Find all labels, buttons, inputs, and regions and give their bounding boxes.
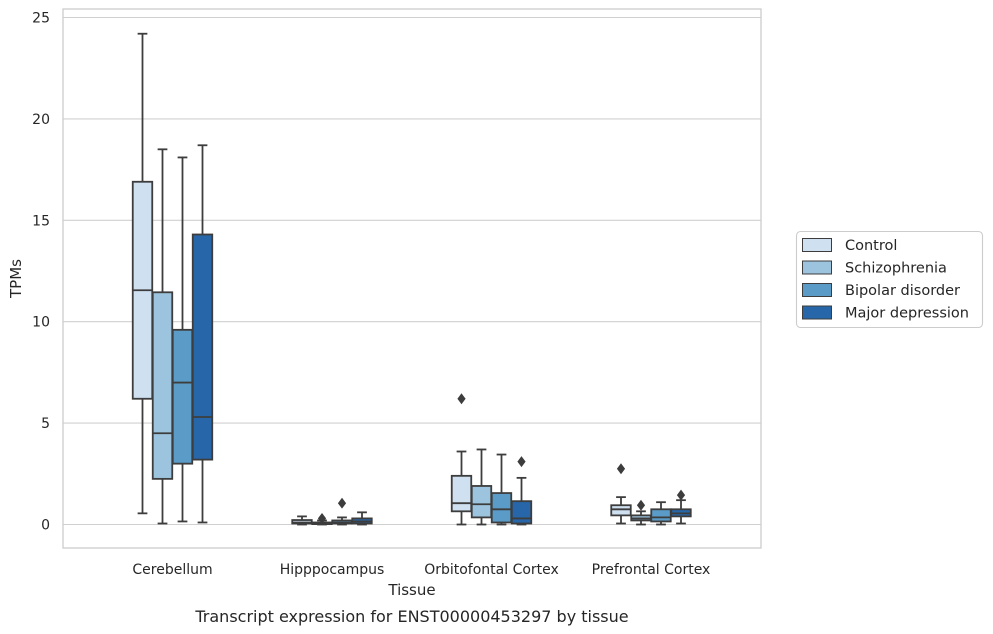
- box-bipolar-disorder: [490, 453, 513, 526]
- y-tick-labels: 0 5 10 15 20 25: [32, 11, 50, 534]
- box-major-depression: [670, 489, 692, 525]
- box-control: [610, 463, 632, 525]
- y-axis-title: TPMs: [7, 259, 25, 299]
- box-iqr: [151, 291, 174, 480]
- legend-label: Schizophrenia: [845, 261, 947, 277]
- y-tick-label: 20: [32, 112, 50, 128]
- box-major-depression: [351, 511, 373, 526]
- box-iqr: [510, 500, 533, 525]
- legend-swatch: [802, 305, 832, 320]
- outlier-point: [317, 512, 327, 524]
- outlier-point: [457, 393, 466, 405]
- box-control: [291, 515, 313, 526]
- legend-swatch: [802, 260, 832, 275]
- outlier-point: [676, 489, 686, 501]
- x-tick-label: Orbitofontal Cortex: [424, 562, 559, 578]
- plot-frame: [62, 8, 762, 549]
- x-tick-label: Hipppocampus: [280, 562, 385, 578]
- legend-swatch: [802, 238, 832, 252]
- box-control: [450, 393, 473, 526]
- box-iqr: [650, 508, 672, 523]
- box-iqr: [610, 504, 632, 517]
- box-iqr: [191, 233, 214, 461]
- box-iqr: [171, 328, 194, 465]
- legend-label: Major depression: [845, 306, 969, 322]
- legend-label: Control: [845, 238, 897, 254]
- y-tick-label: 25: [32, 11, 50, 27]
- x-axis-title: Tissue: [387, 581, 435, 599]
- legend: Control Schizophrenia Bipolar disorder Majo…: [795, 230, 984, 329]
- boxes-layer: [131, 32, 692, 526]
- box-major-depression: [191, 144, 214, 524]
- box-schizophrenia: [151, 148, 174, 525]
- box-bipolar-disorder: [171, 156, 194, 523]
- legend-frame: [795, 230, 984, 329]
- box-control: [131, 32, 154, 515]
- outlier-point: [636, 499, 646, 511]
- x-tick-labels: Cerebellum Hipppocampus Orbitofontal Corte…: [132, 562, 710, 578]
- y-tick-label: 5: [41, 416, 50, 432]
- outlier-point: [616, 463, 626, 475]
- box-bipolar-disorder: [650, 501, 672, 526]
- legend-swatch: [802, 283, 832, 297]
- box-iqr: [450, 474, 473, 513]
- box-major-depression: [510, 456, 533, 526]
- x-tick-label: Prefrontal Cortex: [592, 562, 711, 578]
- y-tick-label: 15: [32, 213, 50, 229]
- box-iqr: [490, 492, 513, 524]
- legend-label: Bipolar disorder: [845, 283, 960, 299]
- outlier-point: [337, 497, 347, 509]
- box-bipolar-disorder: [331, 497, 353, 526]
- chart-caption: Transcript expression for ENST0000045329…: [194, 607, 628, 626]
- box-schizophrenia: [311, 512, 333, 526]
- y-tick-label: 0: [41, 518, 50, 534]
- y-tick-label: 10: [32, 315, 50, 331]
- box-schizophrenia: [630, 499, 652, 526]
- box-iqr: [470, 485, 493, 519]
- outlier-point: [517, 456, 526, 468]
- box-schizophrenia: [470, 448, 493, 526]
- x-tick-label: Cerebellum: [132, 562, 212, 578]
